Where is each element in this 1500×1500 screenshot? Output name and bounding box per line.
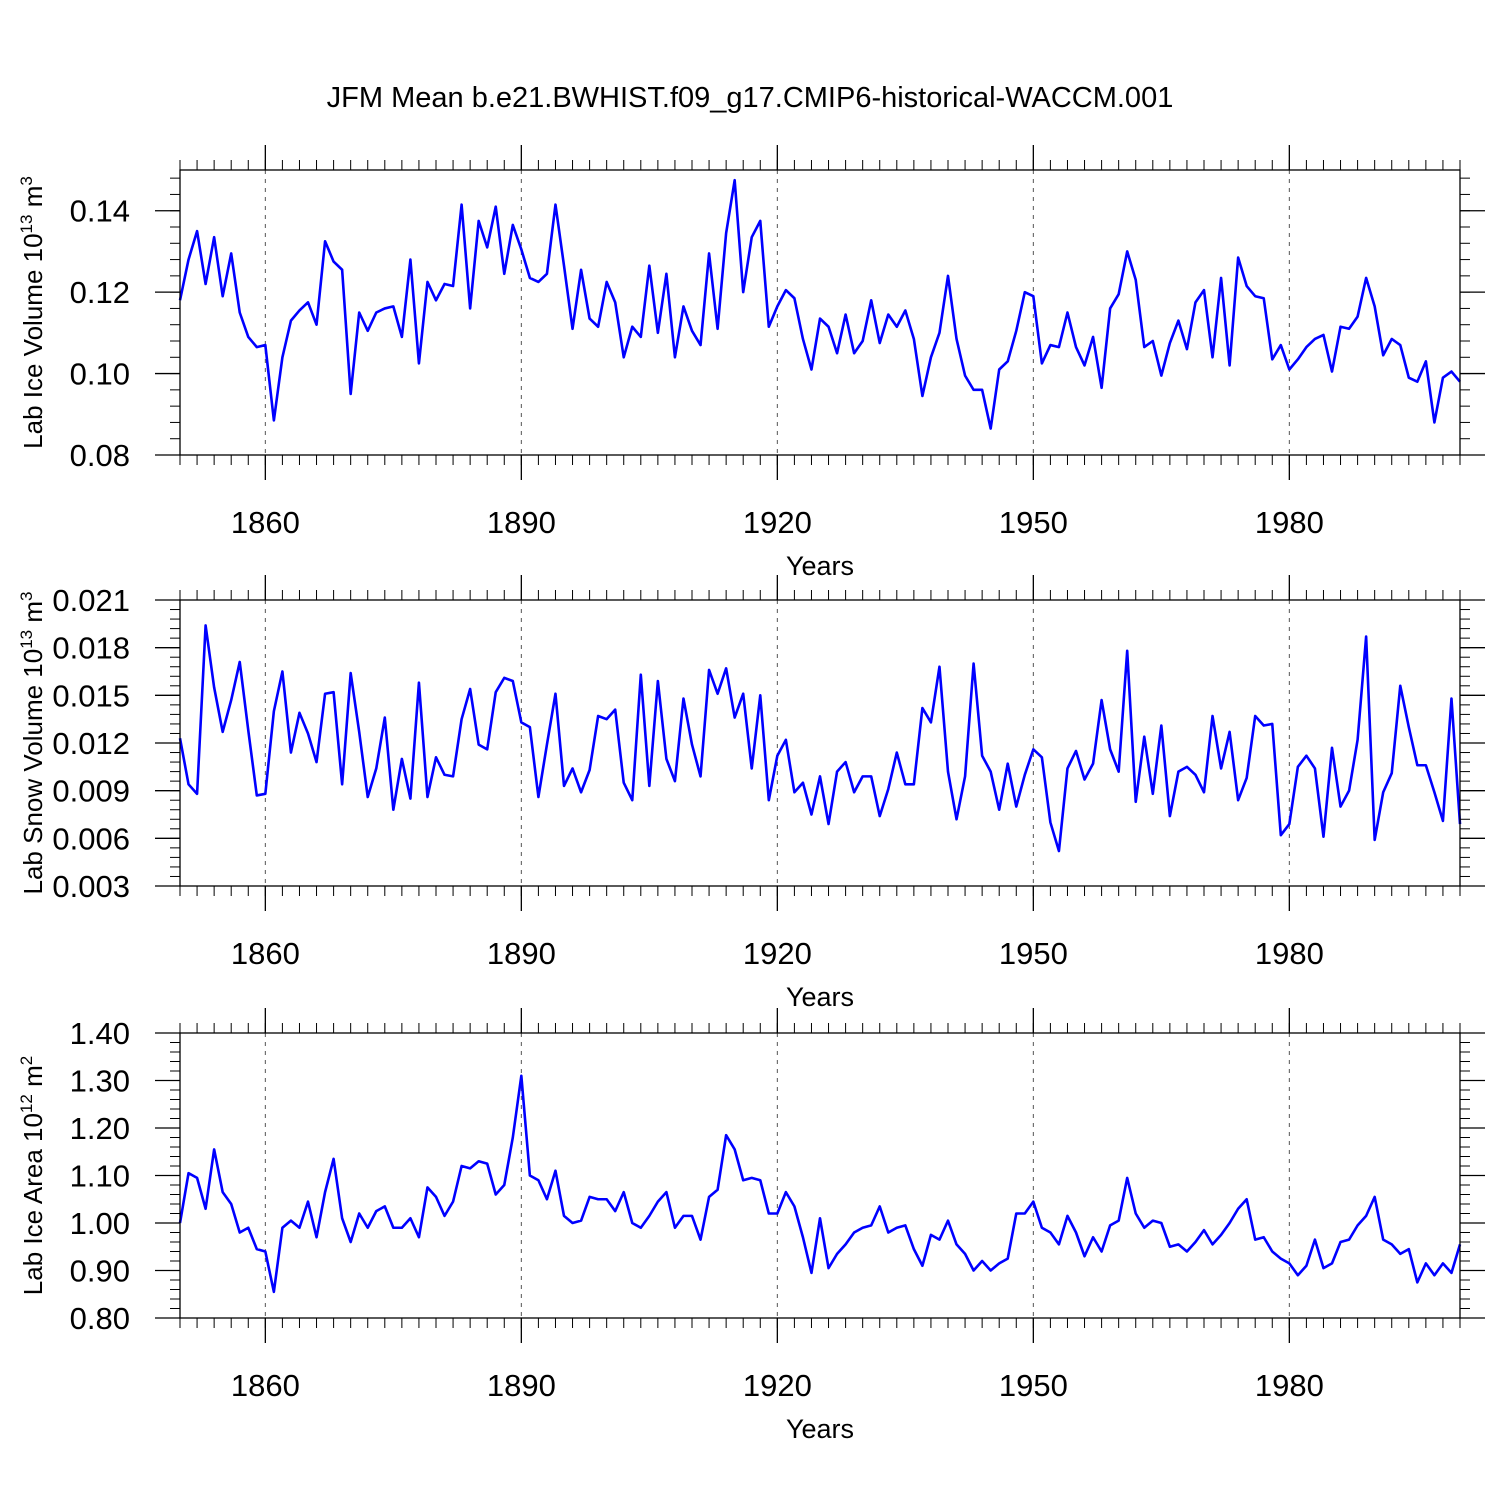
y-axis-label-exponent: 2 (17, 1056, 36, 1065)
x-tick-label: 1890 (487, 1368, 556, 1403)
x-tick-label: 1950 (999, 936, 1068, 971)
x-tick-label: 1860 (231, 1368, 300, 1403)
y-tick-label: 1.30 (70, 1064, 130, 1099)
y-tick-label: 0.10 (70, 357, 130, 392)
y-tick-label: 0.12 (70, 275, 130, 310)
y-tick-label: 0.006 (52, 821, 130, 856)
y-axis-label-exponent: 3 (17, 176, 36, 185)
x-tick-label: 1860 (231, 936, 300, 971)
y-tick-label: 0.90 (70, 1254, 130, 1289)
y-tick-label: 0.021 (52, 583, 130, 618)
x-tick-label: 1980 (1255, 1368, 1324, 1403)
x-tick-label: 1980 (1255, 505, 1324, 540)
y-axis-label-text: m (18, 1065, 48, 1094)
y-axis-label-exponent: 3 (17, 591, 36, 600)
y-axis-label: Lab Ice Area 1012 m2 (17, 1056, 48, 1295)
y-axis-label-text: Lab Snow Volume 10 (18, 649, 48, 895)
y-axis-label-exponent: 13 (17, 630, 36, 649)
y-axis-label-text: m (18, 601, 48, 630)
panel-1: 1860 1890 1920 1950 1980 0.08 0.10 0.12 0.14 Year… (17, 145, 1485, 581)
y-tick-label: 0.80 (70, 1301, 130, 1336)
x-tick-label: 1980 (1255, 936, 1324, 971)
x-axis-label: Years (786, 982, 854, 1012)
plot-frame (179, 599, 1461, 887)
y-tick-label: 0.015 (52, 678, 130, 713)
y-tick-label: 0.009 (52, 774, 130, 809)
plot-frame (179, 169, 1461, 456)
y-tick-label: 0.14 (70, 194, 130, 229)
panel-3: 1860 1890 1920 1950 1980 0.80 0.90 1.00 1.10 1.20… (17, 1008, 1485, 1444)
x-tick-label: 1890 (487, 505, 556, 540)
x-tick-label: 1890 (487, 936, 556, 971)
y-axis-label: Lab Snow Volume 1013 m3 (17, 591, 48, 894)
y-axis-label-exponent: 12 (17, 1094, 36, 1113)
y-tick-label: 1.00 (70, 1206, 130, 1241)
y-tick-label: 1.40 (70, 1016, 130, 1051)
y-axis-label-text: Lab Ice Area 10 (18, 1113, 48, 1295)
series-line (178, 624, 1462, 853)
x-tick-label: 1920 (743, 1368, 812, 1403)
y-tick-label: 0.018 (52, 631, 130, 666)
x-tick-label: 1920 (743, 936, 812, 971)
plot-frame (179, 1032, 1461, 1319)
y-tick-label: 0.08 (70, 438, 130, 473)
y-axis-label-text: m (18, 186, 48, 215)
x-axis-label: Years (786, 551, 854, 581)
y-axis-label: Lab Ice Volume 1013 m3 (17, 176, 48, 449)
series-line (178, 178, 1461, 430)
x-tick-label: 1950 (999, 1368, 1068, 1403)
x-axis-label: Years (786, 1414, 854, 1444)
x-tick-label: 1920 (743, 505, 812, 540)
y-tick-label: 1.10 (70, 1159, 130, 1194)
x-tick-label: 1950 (999, 505, 1068, 540)
y-tick-label: 0.003 (52, 869, 130, 904)
y-axis-label-text: Lab Ice Volume 10 (18, 233, 48, 448)
series-line (178, 1074, 1462, 1294)
y-tick-label: 1.20 (70, 1111, 130, 1146)
y-tick-label: 0.012 (52, 726, 130, 761)
x-tick-label: 1860 (231, 505, 300, 540)
panel-2: 1860 1890 1920 1950 1980 0.003 0.006 0.009 0.012… (17, 575, 1485, 1012)
y-axis-label-exponent: 13 (17, 215, 36, 234)
chart-title: JFM Mean b.e21.BWHIST.f09_g17.CMIP6-hist… (326, 82, 1174, 114)
